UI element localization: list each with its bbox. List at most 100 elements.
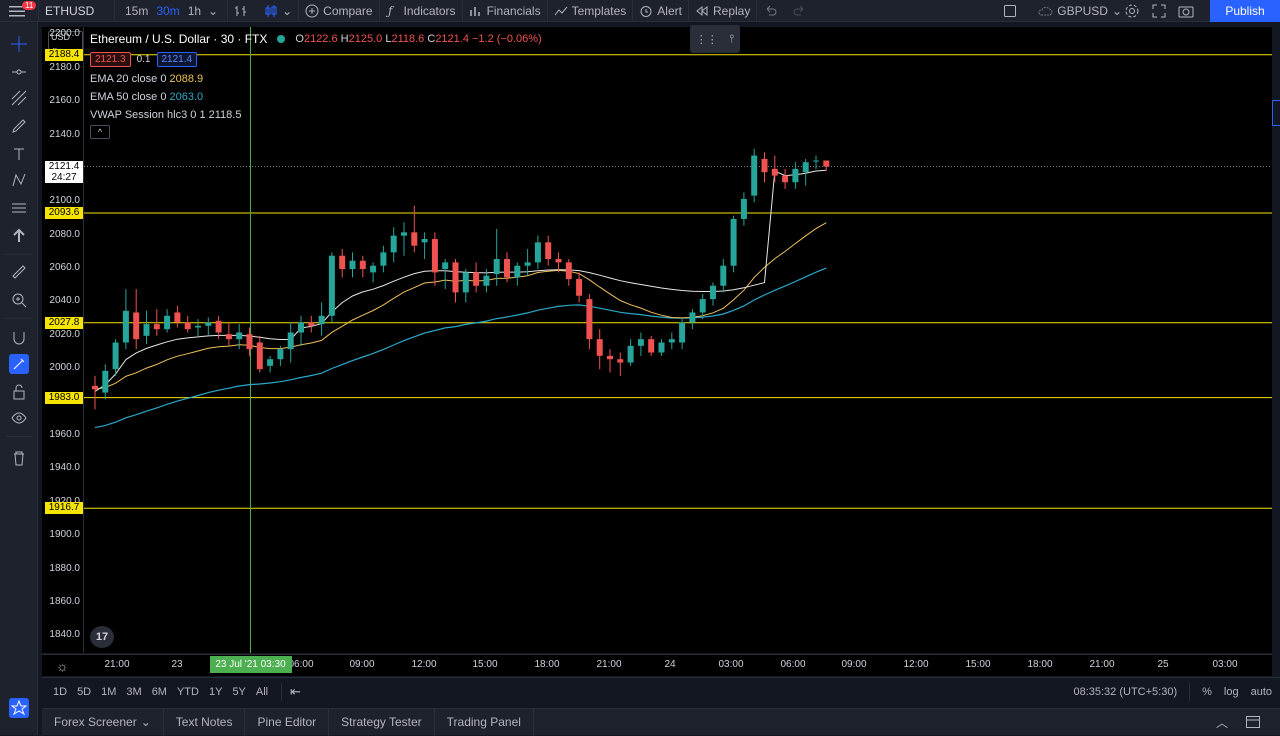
candle[interactable] [236,324,243,350]
floating-widget[interactable]: ⋮⋮ ⫯ [690,25,740,53]
maximize-panel-icon[interactable] [1246,716,1260,728]
candle[interactable] [411,205,418,253]
text-tool-icon[interactable] [9,144,29,164]
candle[interactable] [153,309,160,336]
stay-in-drawing-icon[interactable] [9,354,29,374]
range-ytd[interactable]: YTD [176,685,199,698]
candle[interactable] [607,349,613,373]
candle[interactable] [102,364,109,400]
pattern-icon[interactable] [9,170,29,190]
prediction-icon[interactable] [9,198,29,218]
candle[interactable] [164,309,171,333]
candle[interactable] [813,155,819,169]
range-1d[interactable]: 1D [53,685,68,698]
interval-15m[interactable]: 15m [125,3,149,18]
candle[interactable] [740,192,747,226]
range-1y[interactable]: 1Y [208,685,223,698]
drag-handle-icon[interactable]: ⋮⋮ [695,33,718,46]
time-scale[interactable]: ☼ [42,654,1272,676]
candle[interactable] [792,162,799,189]
fullscreen-button[interactable] [1146,0,1176,22]
candle[interactable] [504,252,510,283]
tradingview-logo[interactable]: 17 [90,626,114,648]
candle[interactable] [534,235,541,270]
tab-trading-panel[interactable]: Trading Panel [435,708,534,736]
range-6m[interactable]: 6M [151,685,167,698]
candle[interactable] [689,309,696,330]
candle[interactable] [576,272,583,303]
log-toggle[interactable]: log [1223,685,1239,698]
watchlist-symbol[interactable]: GBPUSD ⌄ [1031,0,1128,22]
candle[interactable] [246,327,253,356]
candle[interactable] [122,289,129,350]
candle[interactable] [637,332,644,356]
candle[interactable] [720,259,727,293]
candle[interactable] [133,289,140,350]
brush-icon[interactable] [9,116,29,136]
symbol-title[interactable]: Ethereum / U.S. Dollar · 30 · FTX [90,32,268,46]
tab-forex-screener[interactable]: Forex Screener ⌄ [42,708,164,736]
candle[interactable] [483,269,490,293]
candle[interactable] [328,252,335,323]
settings-button[interactable] [1118,0,1150,22]
candle[interactable] [617,352,624,376]
candle[interactable] [586,294,593,350]
ask-price[interactable]: 2121.4 [156,52,198,67]
candle[interactable] [92,375,98,410]
range-3m[interactable]: 3M [126,685,142,698]
financials-button[interactable]: Financials [463,0,547,22]
crosshair-icon[interactable] [9,34,29,54]
candle[interactable] [679,319,686,350]
candle[interactable] [205,317,212,336]
candle[interactable] [473,262,480,293]
trend-line-icon[interactable] [9,62,29,82]
redo-button[interactable] [787,0,817,22]
interval-30m[interactable]: 30m [156,3,180,18]
ema20-legend[interactable]: EMA 20 close 0 2088.9 [90,73,204,85]
candle[interactable] [174,305,181,328]
candle[interactable] [339,249,346,278]
fib-tool-icon[interactable] [9,88,29,108]
tab-strategy-tester[interactable]: Strategy Tester [329,708,435,736]
candle[interactable] [555,252,562,273]
candle[interactable] [524,249,531,276]
candle[interactable] [143,310,150,345]
candle[interactable] [431,232,438,286]
candle[interactable] [751,148,758,203]
candle[interactable] [782,168,789,189]
eye-icon[interactable] [9,408,29,428]
candle[interactable] [627,339,634,366]
bid-price[interactable]: 2121.3 [90,52,131,67]
candle[interactable] [184,315,191,333]
candle[interactable] [298,315,304,346]
candle[interactable] [596,329,603,370]
publish-button[interactable]: Publish [1210,0,1280,22]
symbol-search[interactable]: ETHUSD [45,3,95,18]
right-scroll-handle[interactable] [1272,100,1280,126]
candle[interactable] [359,255,366,278]
percent-toggle[interactable]: % [1202,685,1212,698]
lock-icon[interactable] [9,382,29,402]
candle[interactable] [761,152,768,183]
candle[interactable] [648,335,655,356]
vwap-legend[interactable]: VWAP Session hlc3 0 1 2118.5 [90,109,242,121]
star-icon[interactable] [9,698,29,718]
tab-pine-editor[interactable]: Pine Editor [245,708,330,736]
candle[interactable] [668,332,675,350]
replay-button[interactable]: Replay [689,0,756,22]
compare-button[interactable]: Compare [299,0,378,22]
ruler-icon[interactable] [9,262,29,282]
candle[interactable] [195,319,201,336]
candle[interactable] [452,259,459,303]
candle[interactable] [349,252,356,278]
vertical-line-icon[interactable]: ⫯ [729,32,735,45]
range-all[interactable]: All [255,685,269,698]
candle[interactable] [380,245,387,273]
goto-date-icon[interactable]: ⇤ [290,683,302,699]
candle[interactable] [699,294,706,320]
candle[interactable] [225,322,232,346]
undo-button[interactable] [757,0,787,22]
candle[interactable] [442,259,449,290]
templates-button[interactable]: Templates [548,0,633,22]
candle[interactable] [277,345,284,366]
